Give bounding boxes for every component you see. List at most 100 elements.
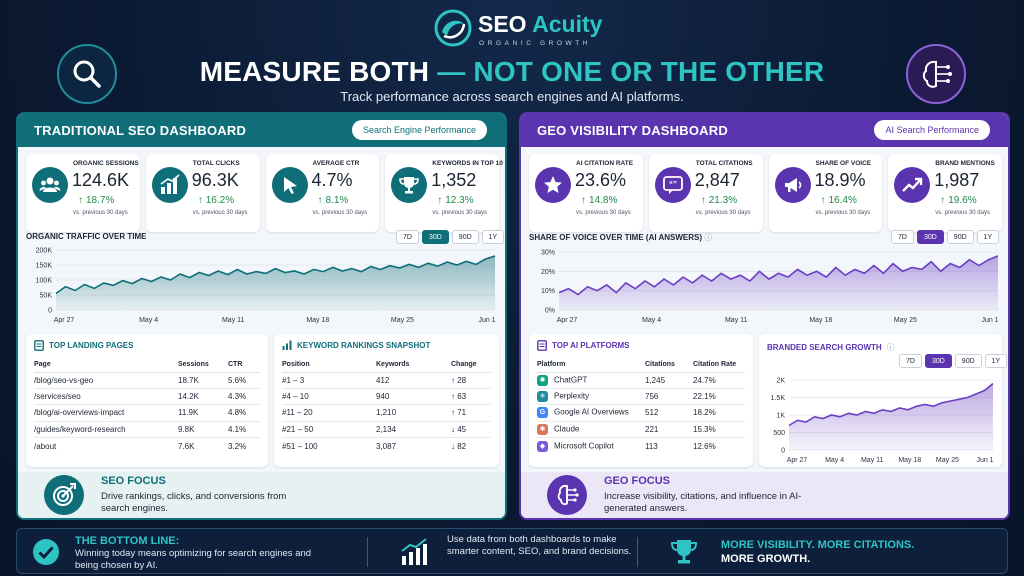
kpi-delta: ↑ 12.3% bbox=[437, 195, 474, 206]
arrow-up-icon: ↑ bbox=[451, 392, 458, 402]
seo-kpi-row: ORGANIC SESSIONS 124.6K ↑ 18.7% vs. previ… bbox=[26, 154, 503, 232]
table-row[interactable]: #11 – 20 1,210 ↑ 71 bbox=[282, 404, 491, 422]
range-7d-button[interactable]: 7D bbox=[396, 230, 419, 244]
citation-rate-value: 24.7% bbox=[693, 372, 745, 389]
geo-panel-title: GEO VISIBILITY DASHBOARD bbox=[537, 123, 728, 138]
y-tick-label: 0 bbox=[781, 448, 785, 455]
table-row[interactable]: #51 – 100 3,087 ↓ 82 bbox=[282, 441, 467, 451]
column-header: Page bbox=[34, 358, 178, 373]
kpi-label: SHARE OF VOICE bbox=[815, 160, 872, 167]
kpi-comparison: vs. previous 30 days bbox=[695, 210, 751, 216]
table-row[interactable]: /blog/seo-vs-geo 18.7K 5.6% bbox=[34, 372, 260, 389]
kpi-delta: ↑ 14.8% bbox=[581, 195, 618, 206]
y-tick-label: 1K bbox=[776, 413, 785, 420]
table-row[interactable]: G Google AI Overviews 512 18.2% bbox=[537, 404, 745, 422]
geo-dashboard-panel: GEO VISIBILITY DASHBOARD AI Search Perfo… bbox=[519, 112, 1010, 520]
geo-scope-pill[interactable]: AI Search Performance bbox=[874, 120, 990, 140]
megaphone-icon bbox=[774, 167, 811, 203]
kpi-delta: ↑ 19.6% bbox=[940, 195, 977, 206]
table-row[interactable]: /blog/ai-overviews-impact 11.9K 4.8% bbox=[34, 404, 260, 422]
kpi-comparison: vs. previous 30 days bbox=[815, 210, 871, 216]
seo-focus-bar: SEO FOCUS Drive rankings, clicks, and co… bbox=[18, 472, 505, 518]
platform-logo-icon: G bbox=[537, 407, 548, 419]
info-icon[interactable]: ⓘ bbox=[704, 233, 713, 242]
landing-card-title: TOP LANDING PAGES bbox=[34, 340, 133, 351]
column-header: Platform bbox=[537, 358, 645, 373]
bottom-line-strip: THE BOTTOM LINE: Winning today means opt… bbox=[16, 528, 1008, 574]
bar-chart-icon bbox=[282, 340, 292, 350]
range-30d-button[interactable]: 30D bbox=[421, 230, 449, 244]
range-1y-button[interactable]: 1Y bbox=[984, 354, 1008, 368]
range-30d-button[interactable]: 30D bbox=[924, 354, 952, 368]
arrow-up-icon: ↑ bbox=[451, 375, 458, 385]
geo-chart-title: SHARE OF VOICE OVER TIME (AI ANSWERS) ⓘ bbox=[529, 233, 713, 242]
trophy-icon bbox=[391, 167, 428, 203]
table-row[interactable]: #21 – 50 2,134 ↓ 45 bbox=[282, 421, 491, 439]
citations-value: 113 bbox=[645, 441, 658, 451]
table-row[interactable]: /services/seo 14.2K 4.3% bbox=[34, 388, 260, 406]
kpi-value: 1,352 bbox=[431, 170, 477, 190]
citations-value: 221 bbox=[645, 421, 693, 439]
ai-brain-icon bbox=[547, 475, 587, 515]
cursor-icon bbox=[271, 167, 308, 203]
kpi-value: 124.6K bbox=[72, 170, 130, 190]
table-row[interactable]: ✺ ChatGPT 1,245 24.7% bbox=[537, 372, 745, 389]
arrow-down-icon: ↓ bbox=[451, 424, 458, 434]
kpi-label: AI CITATION RATE bbox=[576, 160, 634, 167]
table-row[interactable]: #4 – 10 940 ↑ 63 bbox=[282, 388, 491, 406]
arrow-up-icon: ↑ bbox=[451, 408, 458, 418]
area-fill bbox=[789, 383, 993, 450]
table-row[interactable]: /guides/keyword-research 9.8K 4.1% bbox=[34, 421, 260, 439]
citation-rate-value: 22.1% bbox=[693, 388, 745, 406]
range-90d-button[interactable]: 90D bbox=[946, 230, 974, 244]
seo-panel-header: TRADITIONAL SEO DASHBOARD Search Engine … bbox=[18, 114, 505, 147]
range-1y-button[interactable]: 1Y bbox=[976, 230, 1000, 244]
citations-value: 512 bbox=[645, 404, 693, 422]
platform-name: Google AI Overviews bbox=[554, 408, 629, 418]
kpi-delta: ↑ 8.1% bbox=[317, 195, 349, 206]
document-icon bbox=[34, 340, 44, 351]
range-7d-button[interactable]: 7D bbox=[891, 230, 914, 244]
y-tick-label: 2K bbox=[776, 378, 785, 385]
series-line bbox=[558, 255, 999, 296]
platform-logo-icon: ◆ bbox=[537, 440, 548, 452]
range-90d-button[interactable]: 90D bbox=[451, 230, 479, 244]
seo-chart-title: ORGANIC TRAFFIC OVER TIME bbox=[26, 232, 147, 241]
info-icon[interactable]: ⓘ bbox=[886, 343, 895, 352]
geo-range-selector: 7D 30D 90D 1Y bbox=[891, 230, 1000, 244]
platform-logo-icon: ✱ bbox=[537, 423, 548, 435]
range-90d-button[interactable]: 90D bbox=[954, 354, 982, 368]
table-row[interactable]: ✳ Perplexity 756 22.1% bbox=[537, 388, 745, 406]
geo-focus-title: GEO FOCUS bbox=[604, 475, 671, 487]
x-tick-label: May 25 bbox=[391, 317, 414, 324]
table-row[interactable]: /about 7.6K 3.2% bbox=[34, 441, 247, 451]
bottom-right-line2: MORE GROWTH. bbox=[721, 553, 811, 565]
range-1y-button[interactable]: 1Y bbox=[481, 230, 505, 244]
column-header: Sessions bbox=[178, 358, 228, 373]
citations-value: 1,245 bbox=[645, 372, 693, 389]
platforms-card-title: TOP AI PLATFORMS bbox=[537, 340, 629, 351]
range-7d-button[interactable]: 7D bbox=[899, 354, 922, 368]
trophy-icon bbox=[669, 537, 699, 567]
kpi-total-clicks: TOTAL CLICKS 96.3K ↑ 16.2% vs. previous 3… bbox=[145, 154, 260, 232]
y-tick-label: 50K bbox=[40, 293, 53, 300]
table-row[interactable]: #1 – 3 412 ↑ 28 bbox=[282, 372, 491, 389]
kpi-value: 18.9% bbox=[814, 170, 866, 190]
x-tick-label: May 11 bbox=[861, 457, 884, 464]
kpi-organic-sessions: ORGANIC SESSIONS 124.6K ↑ 18.7% vs. previ… bbox=[26, 154, 140, 232]
branded-search-chart: 0 500 1K 1.5K 2K Apr 27 May 4 May 11 May 18 May 2… bbox=[771, 378, 994, 465]
seo-scope-pill[interactable]: Search Engine Performance bbox=[351, 120, 487, 140]
brand-tagline: ORGANIC GROWTH bbox=[479, 40, 592, 47]
kpi-comparison: vs. previous 30 days bbox=[935, 210, 990, 216]
top-ai-platforms-card: TOP AI PLATFORMS Platform Citations Cita… bbox=[529, 334, 753, 467]
table-row[interactable]: ✱ Claude 221 15.3% bbox=[537, 421, 745, 439]
series-line bbox=[788, 382, 994, 427]
platform-name: Microsoft Copilot bbox=[554, 441, 614, 451]
range-30d-button[interactable]: 30D bbox=[916, 230, 944, 244]
table-row[interactable]: ◆ Microsoft Copilot 113 12.6% bbox=[537, 438, 745, 454]
kpi-value: 2,847 bbox=[694, 170, 740, 190]
x-tick-label: Apr 27 bbox=[557, 317, 578, 324]
kpi-label: BRAND MENTIONS bbox=[935, 160, 995, 167]
divider bbox=[367, 537, 368, 567]
bottom-mid-text: Use data from both dashboards to make sm… bbox=[447, 534, 632, 557]
